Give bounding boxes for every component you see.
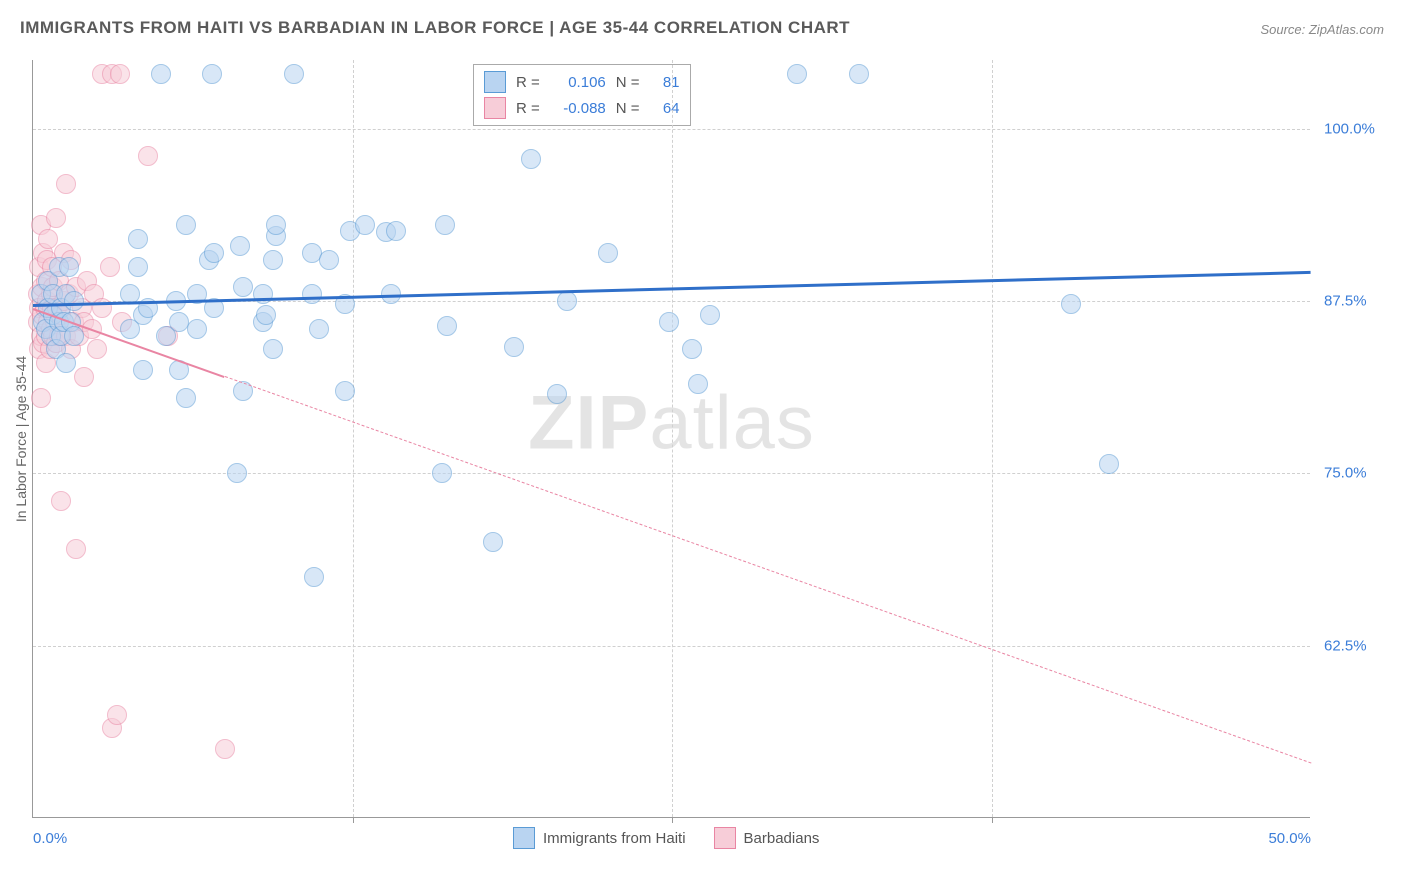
scatter-point <box>787 64 807 84</box>
scatter-point <box>253 284 273 304</box>
scatter-point <box>187 319 207 339</box>
scatter-point <box>263 250 283 270</box>
scatter-point <box>557 291 577 311</box>
legend-row-series-0: R = 0.106 N = 81 <box>484 69 680 95</box>
y-tick-label: 75.0% <box>1324 465 1394 482</box>
scatter-point <box>51 491 71 511</box>
n-label: N = <box>616 74 640 91</box>
scatter-point <box>110 64 130 84</box>
scatter-point <box>335 381 355 401</box>
x-tick-mark <box>353 817 354 823</box>
scatter-point <box>56 174 76 194</box>
x-tick-label: 50.0% <box>1268 830 1311 847</box>
r-label: R = <box>516 100 540 117</box>
scatter-point <box>309 319 329 339</box>
scatter-point <box>598 243 618 263</box>
scatter-point <box>59 257 79 277</box>
legend-label-0: Immigrants from Haiti <box>543 830 686 847</box>
legend-swatch-0 <box>484 71 506 93</box>
scatter-point <box>74 367 94 387</box>
source-value: ZipAtlas.com <box>1309 22 1384 37</box>
scatter-point <box>688 374 708 394</box>
n-label: N = <box>616 100 640 117</box>
scatter-point <box>302 284 322 304</box>
n-value-1: 64 <box>650 100 680 117</box>
series-legend: Immigrants from Haiti Barbadians <box>513 827 819 849</box>
scatter-point <box>263 339 283 359</box>
scatter-point <box>31 388 51 408</box>
scatter-point <box>284 64 304 84</box>
legend-swatch-1 <box>484 97 506 119</box>
watermark-thin: atlas <box>649 381 815 466</box>
r-value-0: 0.106 <box>550 74 606 91</box>
scatter-point <box>107 705 127 725</box>
source-label: Source: <box>1260 22 1308 37</box>
scatter-point <box>87 339 107 359</box>
scatter-point <box>100 257 120 277</box>
scatter-point <box>1099 454 1119 474</box>
scatter-point <box>64 291 84 311</box>
scatter-point <box>151 64 171 84</box>
scatter-point <box>319 250 339 270</box>
y-tick-label: 62.5% <box>1324 637 1394 654</box>
y-axis-label: In Labor Force | Age 35-44 <box>13 355 29 521</box>
scatter-point <box>700 305 720 325</box>
scatter-point <box>504 337 524 357</box>
x-tick-mark <box>992 817 993 823</box>
scatter-point <box>1061 294 1081 314</box>
scatter-point <box>56 353 76 373</box>
scatter-point <box>355 215 375 235</box>
scatter-point <box>483 532 503 552</box>
scatter-point <box>204 243 224 263</box>
r-value-1: -0.088 <box>550 100 606 117</box>
scatter-point <box>46 208 66 228</box>
legend-item-1: Barbadians <box>714 827 820 849</box>
x-tick-label: 0.0% <box>33 830 67 847</box>
correlation-legend: R = 0.106 N = 81 R = -0.088 N = 64 <box>473 64 691 126</box>
scatter-point <box>64 326 84 346</box>
scatter-point <box>386 221 406 241</box>
scatter-point <box>547 384 567 404</box>
scatter-point <box>521 149 541 169</box>
scatter-point <box>176 215 196 235</box>
scatter-point <box>66 539 86 559</box>
scatter-point <box>432 463 452 483</box>
scatter-point <box>128 229 148 249</box>
scatter-point <box>849 64 869 84</box>
source-attribution: Source: ZipAtlas.com <box>1260 22 1384 37</box>
n-value-0: 81 <box>650 74 680 91</box>
gridline-vertical <box>672 60 673 817</box>
scatter-point <box>230 236 250 256</box>
y-tick-label: 87.5% <box>1324 293 1394 310</box>
scatter-point <box>215 739 235 759</box>
legend-item-0: Immigrants from Haiti <box>513 827 686 849</box>
scatter-point <box>227 463 247 483</box>
y-tick-label: 100.0% <box>1324 120 1394 137</box>
scatter-point <box>304 567 324 587</box>
legend-swatch-0 <box>513 827 535 849</box>
scatter-point <box>256 305 276 325</box>
x-tick-mark <box>672 817 673 823</box>
scatter-point <box>138 146 158 166</box>
scatter-point <box>133 360 153 380</box>
scatter-point <box>202 64 222 84</box>
gridline-vertical <box>992 60 993 817</box>
scatter-point <box>437 316 457 336</box>
legend-label-1: Barbadians <box>744 830 820 847</box>
r-label: R = <box>516 74 540 91</box>
gridline-vertical <box>353 60 354 817</box>
scatter-point <box>176 388 196 408</box>
legend-row-series-1: R = -0.088 N = 64 <box>484 95 680 121</box>
trend-line <box>225 376 1312 764</box>
scatter-point <box>435 215 455 235</box>
chart-title: IMMIGRANTS FROM HAITI VS BARBADIAN IN LA… <box>20 18 850 38</box>
scatter-plot-area: In Labor Force | Age 35-44 ZIPatlas R = … <box>32 60 1310 818</box>
scatter-point <box>128 257 148 277</box>
scatter-point <box>659 312 679 332</box>
legend-swatch-1 <box>714 827 736 849</box>
scatter-point <box>233 277 253 297</box>
scatter-point <box>266 215 286 235</box>
scatter-point <box>682 339 702 359</box>
